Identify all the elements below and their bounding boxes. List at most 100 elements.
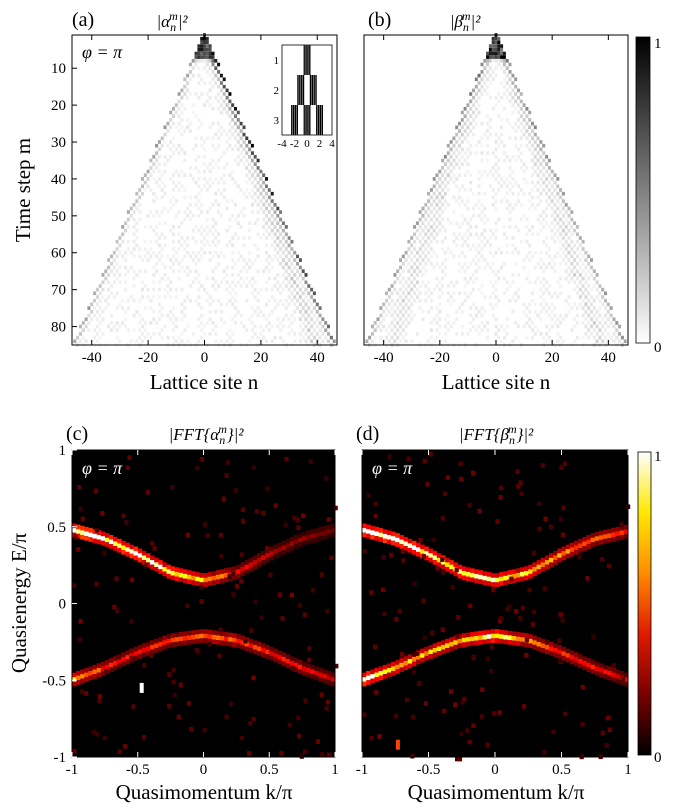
heatmap-cell [452,195,456,200]
heatmap-cell [495,582,500,587]
heatmap-cell [174,287,178,292]
heatmap-cell [265,250,268,255]
heatmap-cell [199,573,204,578]
panel-b-ticks: -40 -20 0 20 40 [374,35,616,366]
heatmap-cell [561,505,566,511]
heatmap-cell [155,158,159,163]
heatmap-cell [215,579,221,584]
heatmap-cell [125,650,130,656]
heatmap-cell [104,537,110,543]
heatmap-cell [556,221,560,225]
heatmap-cell [197,258,201,262]
heatmap-cell [395,669,400,674]
heatmap-cell [432,250,436,255]
heatmap-cell [415,287,419,292]
heatmap-cell [225,302,229,307]
heatmap-cell [169,118,173,122]
heatmap-cell [466,169,470,174]
heatmap-cell [214,221,218,225]
heatmap-cell [163,206,167,211]
heatmap-cell [480,239,484,244]
heatmap-cell [525,276,529,281]
heatmap-cell [101,310,105,314]
heatmap-cell [124,280,128,285]
heatmap-cell [517,125,520,130]
heatmap-cell [98,291,102,296]
y-tick-label: 0.5 [47,520,66,536]
heatmap-cell [200,335,204,340]
heatmap-cell [511,295,515,299]
heatmap-cell [315,317,319,321]
heatmap-cell [80,674,85,679]
heatmap-cell [236,132,240,137]
heatmap-cell [567,258,571,262]
heatmap-cell [407,321,411,325]
heatmap-cell [460,214,464,218]
heatmap-cell [429,291,433,296]
heatmap-cell [561,646,566,652]
heatmap-cell [404,324,408,329]
heatmap-cell [550,310,554,314]
heatmap-cell [145,490,150,495]
heatmap-cell [197,273,201,277]
heatmap-cell [615,321,619,325]
heatmap-cell [250,180,254,185]
heatmap-cell [461,637,467,643]
heatmap-cell [225,132,229,137]
heatmap-cell [211,158,215,163]
heatmap-cell [441,247,445,251]
heatmap-cell [483,265,487,270]
heatmap-cell [273,217,277,222]
heatmap-cell [468,603,473,609]
heatmap-cell [225,103,229,107]
heatmap-cell [452,239,456,244]
heatmap-cell [154,648,159,653]
heatmap-cell [542,269,546,273]
heatmap-cell [508,166,512,170]
heatmap-cell [188,254,192,259]
heatmap-cell [231,169,235,174]
heatmap-cell [587,313,591,318]
heatmap-cell [293,280,297,285]
heatmap-cell [217,84,221,89]
heatmap-cell [217,107,221,111]
top-left-xlabel: Lattice site n [150,370,259,394]
heatmap-cell [102,550,107,556]
heatmap-cell [307,298,311,303]
y-tick-label: 10 [51,61,66,77]
heatmap-cell [166,291,170,296]
heatmap-cell [463,203,467,207]
heatmap-cell [494,73,498,78]
heatmap-cell [152,295,156,299]
heatmap-cell [160,195,164,200]
x-tick-label: 20 [253,350,268,366]
heatmap-cell [222,173,226,177]
heatmap-cell [217,210,221,214]
heatmap-cell [406,456,411,462]
heatmap-cell [211,225,215,229]
heatmap-cell [157,302,161,307]
heatmap-cell [326,529,332,534]
heatmap-cell [330,672,336,678]
heatmap-cell [515,577,521,583]
heatmap-cell [562,461,567,467]
heatmap-cell [261,648,266,653]
heatmap-cell [499,576,504,582]
heatmap-cell [90,302,94,307]
heatmap-cell [511,310,515,314]
heatmap-cell [261,510,266,516]
heatmap-cell [160,335,164,340]
heatmap-cell [505,607,510,612]
heatmap-cell [143,188,147,192]
heatmap-cell [494,59,498,63]
heatmap-cell [385,291,388,296]
heatmap-cell [443,206,447,211]
heatmap-cell [228,173,232,177]
heatmap-cell [480,121,484,126]
heatmap-cell [302,666,307,671]
heatmap-cell [432,177,436,181]
heatmap-cell [177,225,181,229]
heatmap-cell [531,232,534,237]
heatmap-cell [488,66,492,70]
heatmap-cell [239,121,243,126]
